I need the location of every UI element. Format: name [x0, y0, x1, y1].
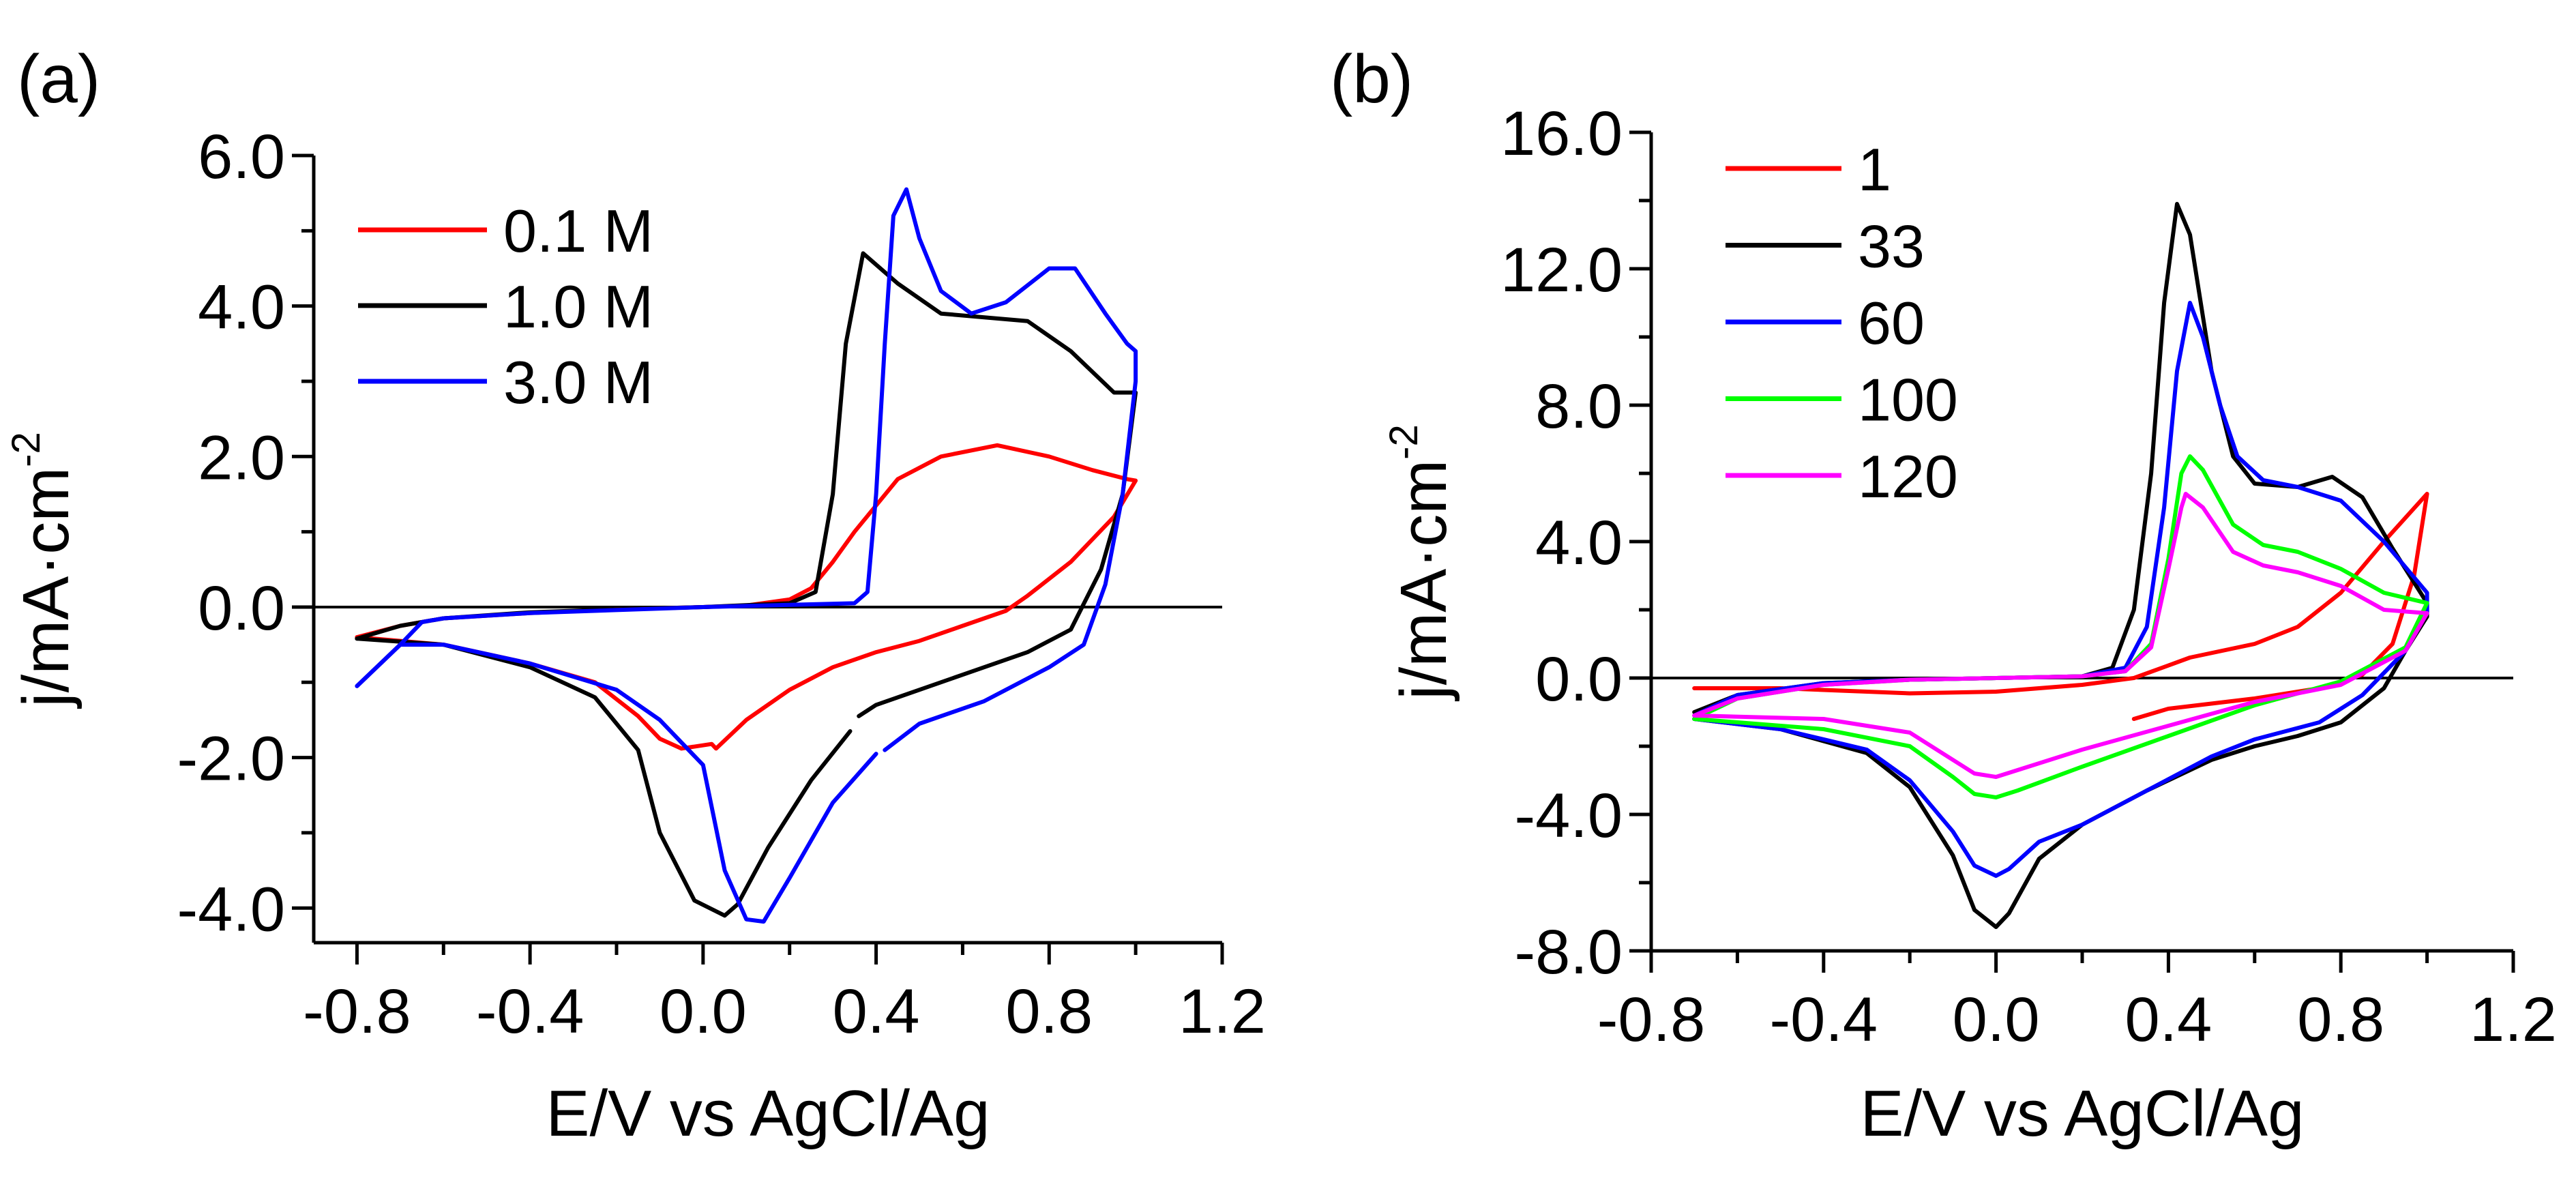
series-line-3_0-M: [355, 187, 1138, 752]
x-tick-label: 0.4: [2125, 985, 2212, 1055]
chart-panel-a: -0.8 -0.4 0.0 0.4 0.8 1.2 -4.0 -2.0 0.0 2.0 4.0 6.0…: [4, 41, 1266, 1150]
y-tick-label: 0.0: [198, 574, 285, 643]
legend-label: 1: [1858, 136, 1891, 203]
y-tick-label: -8.0: [1514, 917, 1623, 987]
x-tick-label: -0.8: [1597, 985, 1706, 1055]
x-axis-title: E/V vs AgCl/Ag: [1861, 1077, 2305, 1150]
x-tick-label: 0.4: [833, 977, 920, 1046]
legend-label: 100: [1858, 366, 1958, 434]
x-tick-label: -0.8: [303, 977, 411, 1046]
x-tick-label: 0.8: [2297, 985, 2384, 1055]
y-tick-label: -4.0: [177, 874, 285, 944]
series-line-33: [1692, 202, 2429, 929]
y-tick-label: 6.0: [198, 122, 285, 192]
series-line-0_1-M: [355, 443, 1138, 751]
y-tick-label: 16.0: [1500, 99, 1623, 168]
legend-label: 3.0 M: [503, 349, 653, 416]
series-line-1_0-M: [355, 636, 853, 918]
y-axis-title-text: j/mA·cm: [10, 467, 83, 709]
legend-label: 33: [1858, 213, 1925, 280]
y-tick-label: -4.0: [1514, 781, 1623, 851]
x-tick-label: 1.2: [1179, 977, 1266, 1046]
legend-label: 1.0 M: [503, 273, 653, 340]
x-tick-label: 0.0: [660, 977, 747, 1046]
y-tick-label: 4.0: [198, 273, 285, 342]
series-line-60: [1692, 301, 2429, 878]
x-tick-label: -0.4: [1770, 985, 1878, 1055]
legend-label: 120: [1858, 443, 1958, 510]
x-tick-label: 1.2: [2470, 985, 2557, 1055]
series-line-3_0-M: [355, 643, 878, 924]
x-axis-title: E/V vs AgCl/Ag: [546, 1077, 990, 1150]
x-tick-label: 0.8: [1005, 977, 1093, 1046]
y-axis-title-superscript: -2: [4, 432, 48, 467]
series-line-100: [1692, 454, 2429, 799]
y-tick-label: 12.0: [1500, 235, 1623, 305]
y-tick-label: 4.0: [1535, 508, 1623, 578]
chart-panel-b: -0.8 -0.4 0.0 0.4 0.8 1.2 -8.0 -4.0 0.0 4.0 8.0 12.…: [1330, 41, 2557, 1150]
y-tick-label: 2.0: [198, 423, 285, 492]
series-line-1_0-M: [355, 251, 1138, 718]
panel-label: (b): [1330, 41, 1413, 117]
legend-label: 0.1 M: [503, 197, 653, 265]
y-axis-title-text: j/mA·cm: [1387, 460, 1460, 702]
y-tick-label: 8.0: [1535, 372, 1623, 441]
panel-label: (a): [17, 41, 100, 117]
x-tick-label: -0.4: [476, 977, 584, 1046]
y-axis-title: j/mA·cm-2: [1382, 424, 1460, 702]
y-axis-title: j/mA·cm-2: [4, 432, 83, 709]
y-tick-label: 0.0: [1535, 645, 1623, 714]
x-tick-label: 0.0: [1953, 985, 2040, 1055]
y-axis-title-superscript: -2: [1382, 424, 1426, 460]
legend-label: 60: [1858, 289, 1925, 357]
y-tick-label: -2.0: [177, 724, 285, 794]
series-line-120: [1692, 492, 2429, 779]
